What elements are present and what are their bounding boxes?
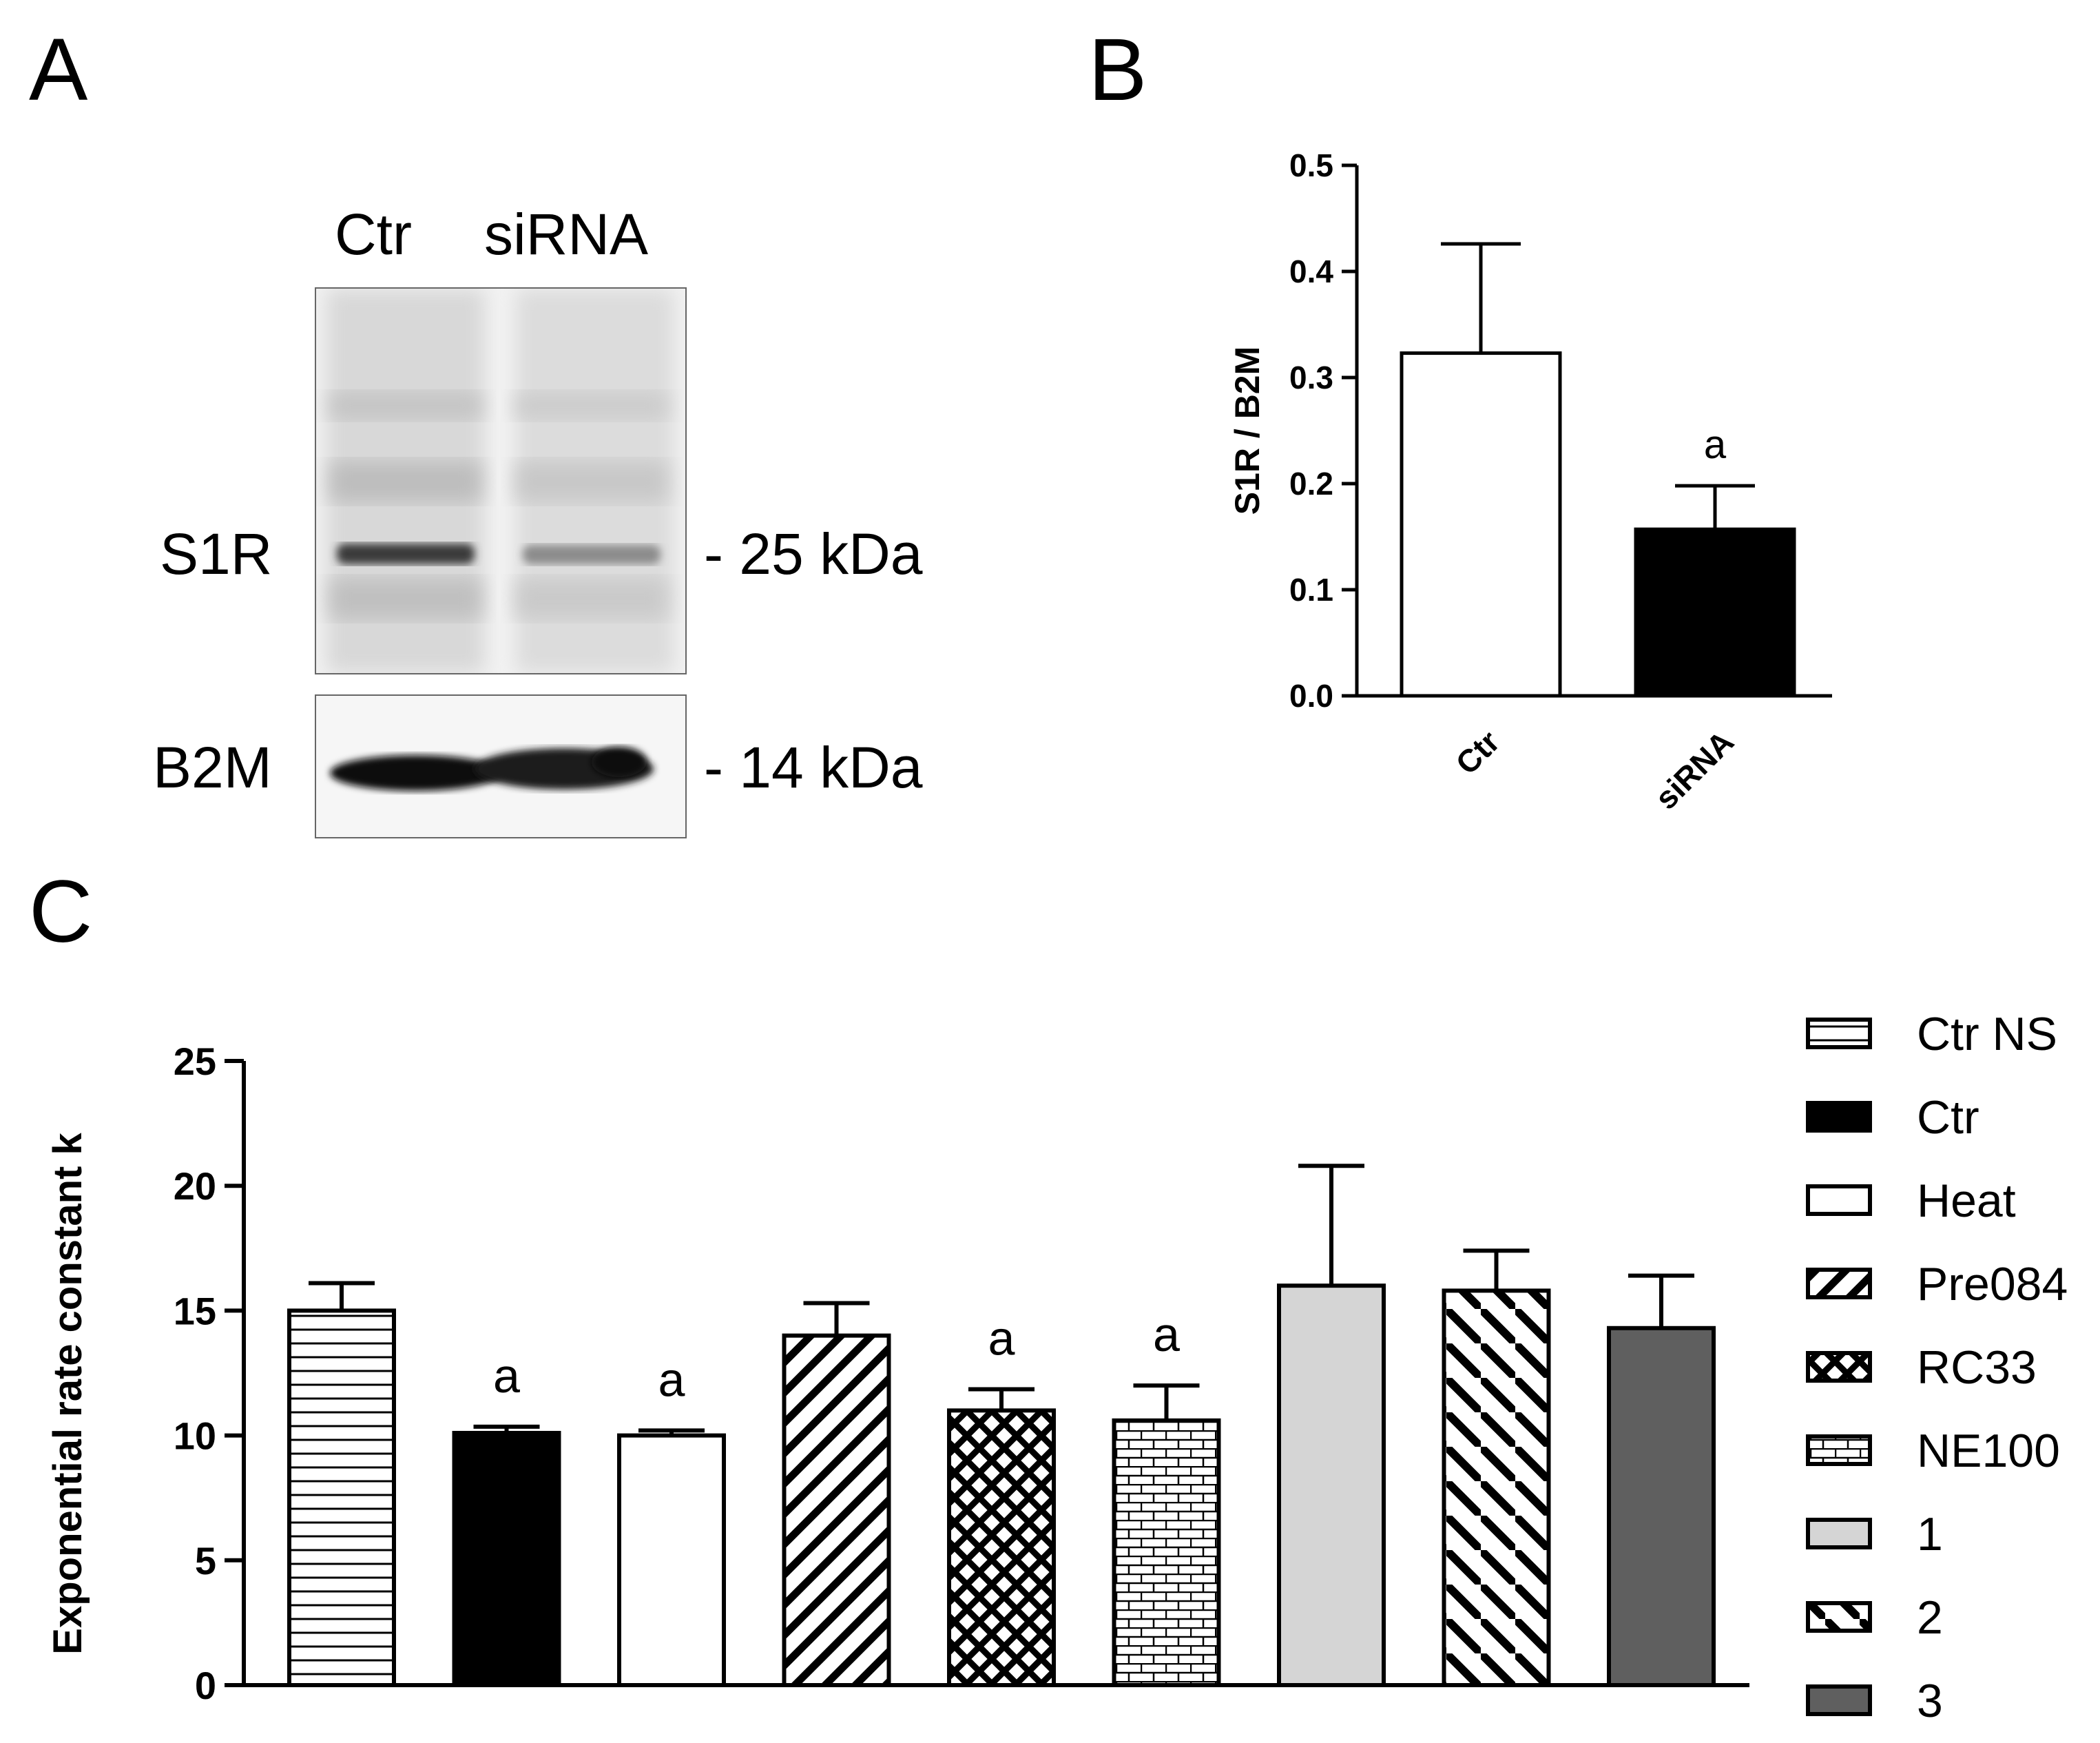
y-axis-label: Exponential rate constant k	[45, 1133, 90, 1655]
bar-ctr	[452, 1430, 561, 1687]
legend-label-3: 3	[1917, 1675, 1943, 1727]
protein-label-b2m: B2M	[153, 735, 272, 800]
legend-swatch-pre084	[1806, 1268, 1872, 1299]
significance-marker: a	[988, 1312, 1015, 1365]
s1r-b2m-chart: 0.0 0.1 0.2 0.3 0.4 0.5 S1R / B2M Ctr a siRNA	[1228, 147, 1832, 816]
lane-label-ctr: Ctr	[335, 202, 412, 267]
bar-3	[1607, 1326, 1716, 1687]
legend-swatch-2	[1806, 1601, 1872, 1633]
bar-pre084	[782, 1333, 891, 1687]
bar-ctr	[1400, 351, 1562, 698]
legend-label-ne100: NE100	[1917, 1425, 2060, 1477]
legend-swatch-ctr-ns	[1806, 1018, 1872, 1049]
legend-swatch-1	[1806, 1518, 1872, 1549]
bar-heat	[617, 1433, 726, 1687]
y-tick-label: 5	[195, 1539, 216, 1582]
bar-ctr-ns	[287, 1308, 396, 1687]
bar-ne100	[1112, 1418, 1221, 1688]
significance-marker: a	[1153, 1308, 1180, 1361]
y-tick-label: 0.0	[1289, 678, 1333, 714]
y-tick-label: 15	[174, 1289, 216, 1332]
bar-2	[1442, 1288, 1551, 1687]
legend-swatch-3	[1806, 1684, 1872, 1716]
b2m-blot-image	[315, 694, 687, 838]
y-tick-label: 0	[195, 1664, 216, 1707]
legend-swatch-heat	[1806, 1184, 1872, 1216]
bar-rc33	[947, 1408, 1056, 1687]
y-tick-label: 0.4	[1289, 254, 1333, 289]
legend-label-2: 2	[1917, 1591, 1943, 1644]
mw-marker-25kda: - 25 kDa	[704, 522, 923, 586]
y-tick-label: 0.1	[1289, 572, 1333, 608]
x-tick-label-sirna: siRNA	[1648, 723, 1740, 816]
rate-constant-chart: 0 5 10 15 20 25 Exponential rate constant k a a a…	[45, 1008, 2068, 1727]
legend-label-pre084: Pre084	[1917, 1258, 2068, 1310]
panel-label-b: B	[1088, 21, 1147, 119]
y-tick-label: 0.2	[1289, 466, 1333, 502]
significance-marker: a	[493, 1349, 520, 1403]
panel-label-c: C	[29, 863, 93, 961]
legend-label-rc33: RC33	[1917, 1341, 2037, 1394]
legend-swatch-ne100	[1806, 1434, 1872, 1466]
legend-label-heat: Heat	[1917, 1175, 2016, 1227]
legend-label-ctr-ns: Ctr NS	[1917, 1008, 2057, 1060]
y-tick-label: 25	[174, 1040, 216, 1083]
y-tick-label: 20	[174, 1164, 216, 1208]
y-axis-label: S1R / B2M	[1228, 347, 1267, 515]
s1r-blot-image	[315, 287, 687, 674]
western-blot-panel: Ctr siRNA S1R - 25 kDa	[0, 0, 1033, 861]
protein-label-s1r: S1R	[160, 522, 273, 586]
y-tick-label: 0.3	[1289, 360, 1333, 395]
legend-swatch-ctr	[1806, 1101, 1872, 1133]
bar-1	[1277, 1283, 1386, 1688]
y-tick-label: 0.5	[1289, 147, 1333, 183]
lane-label-sirna: siRNA	[484, 202, 649, 267]
legend-label-ctr: Ctr	[1917, 1091, 1979, 1144]
significance-marker: a	[658, 1352, 685, 1406]
legend-swatch-rc33	[1806, 1351, 1872, 1383]
legend-label-1: 1	[1917, 1508, 1943, 1560]
significance-marker: a	[1704, 422, 1727, 467]
x-tick-label-ctr: Ctr	[1448, 723, 1506, 781]
y-tick-label: 10	[174, 1414, 216, 1458]
panel-label-a: A	[29, 21, 88, 119]
mw-marker-14kda: - 14 kDa	[704, 735, 923, 800]
bar-sirna	[1634, 527, 1796, 698]
